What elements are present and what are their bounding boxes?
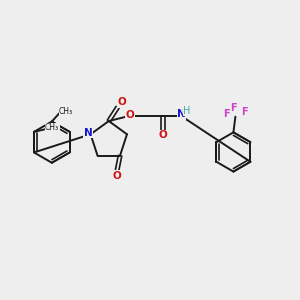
Text: O: O — [113, 171, 122, 181]
Text: F: F — [230, 103, 237, 113]
Text: H: H — [183, 106, 190, 116]
Text: O: O — [126, 110, 135, 120]
Text: O: O — [158, 130, 167, 140]
Text: O: O — [117, 98, 126, 107]
Text: N: N — [177, 109, 186, 119]
Text: CH₃: CH₃ — [45, 123, 59, 132]
Text: CH₃: CH₃ — [59, 107, 73, 116]
Text: F: F — [241, 107, 247, 117]
Text: F: F — [223, 109, 230, 119]
Text: N: N — [84, 128, 92, 138]
